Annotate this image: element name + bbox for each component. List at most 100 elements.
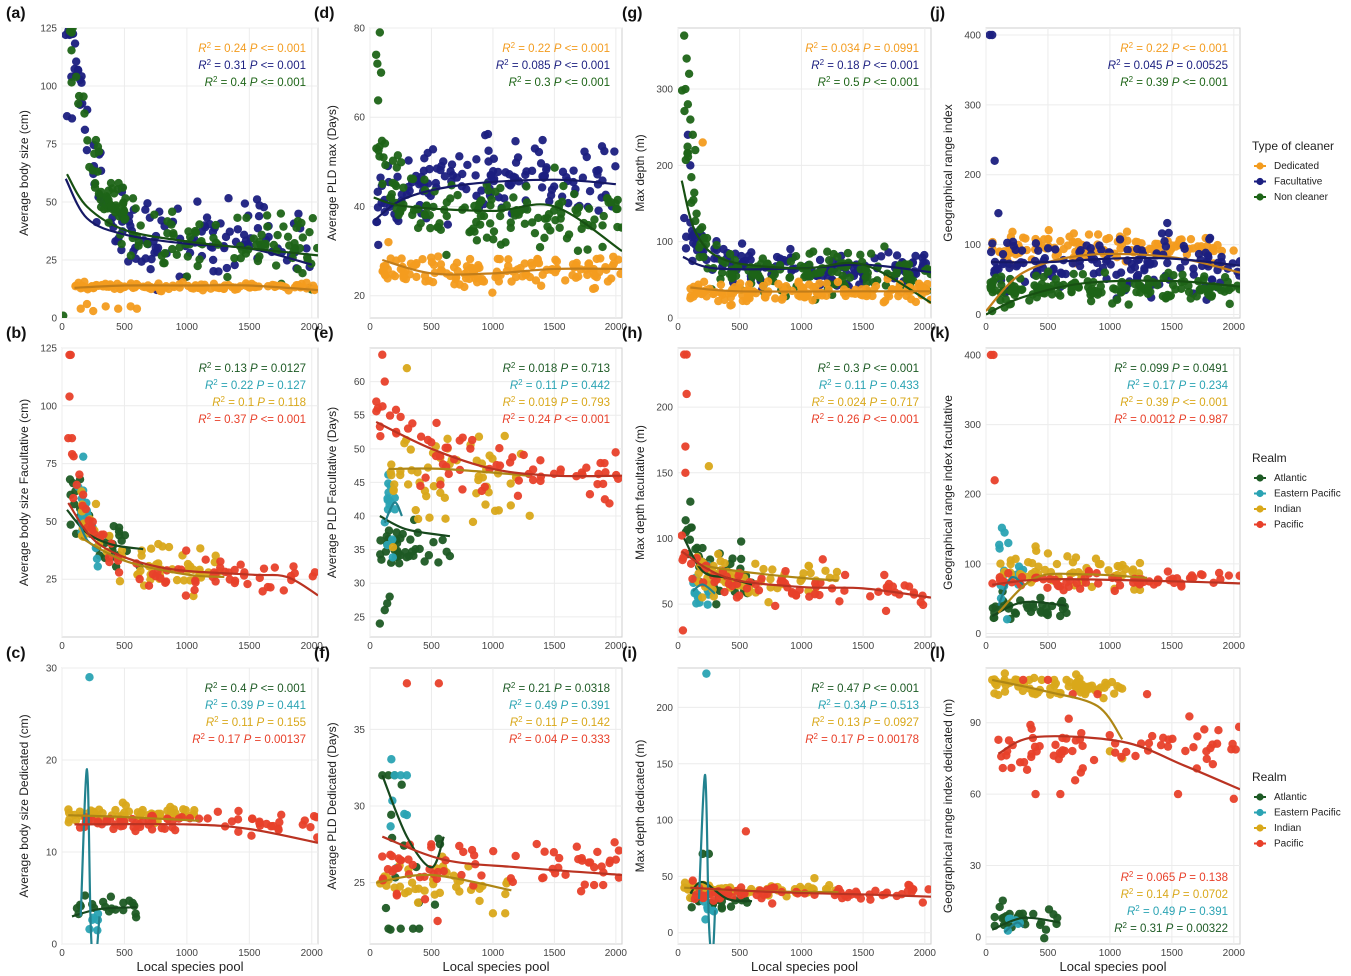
data-point-pacific (378, 852, 387, 861)
fit-line-pacific (74, 822, 318, 844)
data-point-facultative (1194, 249, 1204, 259)
data-point-indian (821, 566, 830, 575)
data-point-facultative (1043, 244, 1053, 253)
legend-title: Type of cleaner (1252, 139, 1334, 153)
data-point-non-cleaner (682, 54, 691, 63)
data-point-dedicated (805, 280, 814, 289)
x-tick-label: 500 (116, 641, 133, 652)
data-point-pacific (408, 419, 417, 428)
data-point-non-cleaner (1083, 277, 1092, 286)
data-point-pacific (1208, 759, 1218, 769)
x-tick-label: 1500 (852, 322, 875, 333)
data-point-dedicated (879, 298, 888, 307)
stat-annotation: R2 = 0.11 P = 0.442 (510, 378, 610, 393)
data-point-non-cleaner (1010, 282, 1019, 291)
data-point-indian (1000, 669, 1010, 678)
data-point-pacific (585, 490, 595, 499)
legend-key-dot (1256, 793, 1264, 801)
x-tick-label: 2000 (914, 948, 937, 959)
data-point-non-cleaner (527, 218, 537, 227)
data-point-indian (1104, 566, 1113, 575)
data-point-non-cleaner (269, 240, 279, 250)
data-point-facultative (463, 160, 472, 170)
data-point-pacific (1094, 579, 1103, 588)
data-point-indian (751, 559, 760, 568)
data-point-indian (694, 569, 703, 578)
data-point-atlantic (1040, 934, 1049, 943)
stat-annotation: R2 = 0.0012 P = 0.987 (1114, 412, 1228, 427)
fit-line-facultative (64, 178, 313, 266)
data-point-non-cleaner (829, 249, 838, 259)
data-point-non-cleaner (163, 217, 172, 226)
data-point-indian (806, 568, 815, 578)
y-tick-label: 0 (51, 940, 57, 951)
data-point-pacific (1049, 751, 1058, 760)
data-point-non-cleaner (550, 163, 559, 172)
data-point-atlantic (683, 525, 692, 535)
x-tick-label: 1000 (176, 322, 199, 333)
data-point-eastern-pacific (703, 600, 712, 609)
data-point-facultative (534, 147, 544, 157)
data-point-pacific (724, 889, 733, 899)
data-point-facultative (471, 171, 480, 180)
data-point-facultative (443, 220, 453, 229)
fit-line-dedicated (690, 286, 931, 293)
data-point-non-cleaner (64, 11, 72, 19)
fit-line-non-cleaner (986, 279, 1240, 316)
data-point-facultative (493, 167, 503, 177)
data-point-atlantic (736, 554, 746, 564)
data-point-dedicated (911, 297, 921, 307)
data-point-facultative (542, 165, 551, 174)
data-point-non-cleaner (470, 201, 479, 211)
data-point-non-cleaner (426, 223, 435, 233)
data-point-dedicated (477, 276, 487, 286)
data-point-dedicated (532, 258, 542, 267)
data-point-pacific (495, 461, 505, 470)
data-point-dedicated (113, 304, 123, 313)
data-point-non-cleaner (1031, 271, 1041, 281)
x-tick-label: 2000 (914, 641, 937, 652)
data-point-pacific (408, 860, 417, 870)
data-point-pacific (234, 827, 243, 836)
data-point-non-cleaner (271, 261, 281, 270)
x-tick-label: 2000 (605, 322, 628, 333)
data-point-pacific (310, 568, 318, 577)
data-point-pacific (994, 735, 1003, 744)
data-point-indian (1049, 675, 1059, 685)
data-point-non-cleaner (62, 311, 68, 318)
data-point-indian (115, 577, 125, 586)
data-point-pacific (432, 418, 441, 428)
y-tick-label: 30 (354, 579, 366, 590)
data-point-atlantic (381, 903, 391, 913)
data-point-pacific (372, 397, 381, 406)
data-point-dedicated (758, 281, 768, 291)
panel-tag: (c) (6, 645, 26, 662)
data-point-indian (136, 566, 145, 575)
data-point-atlantic (1035, 920, 1045, 930)
fit-line-pacific (992, 578, 1240, 586)
data-point-facultative (1051, 245, 1060, 254)
x-tick-label: 0 (675, 322, 681, 333)
data-point-facultative (998, 249, 1008, 259)
data-point-pacific (589, 880, 599, 890)
data-point-eastern-pacific (390, 771, 399, 780)
data-point-facultative (920, 250, 929, 260)
data-point-non-cleaner (83, 136, 92, 145)
data-point-non-cleaner (1086, 296, 1096, 306)
data-point-non-cleaner (843, 248, 853, 258)
data-point-pacific (190, 585, 199, 595)
data-point-pacific (1068, 746, 1077, 756)
data-point-pacific (396, 412, 405, 422)
x-tick-label: 1000 (482, 641, 505, 652)
data-point-dedicated (1153, 239, 1162, 249)
data-point-atlantic (1022, 601, 1031, 610)
data-point-facultative (230, 260, 239, 270)
data-point-indian (441, 514, 450, 523)
y-tick-label: 50 (662, 872, 674, 883)
stat-annotation: R2 = 0.24 P <= 0.001 (198, 41, 306, 56)
data-point-dedicated (862, 291, 871, 301)
data-point-dedicated (808, 296, 817, 305)
data-point-pacific (903, 886, 913, 896)
y-tick-label: 60 (354, 377, 366, 388)
data-point-indian (475, 896, 484, 906)
